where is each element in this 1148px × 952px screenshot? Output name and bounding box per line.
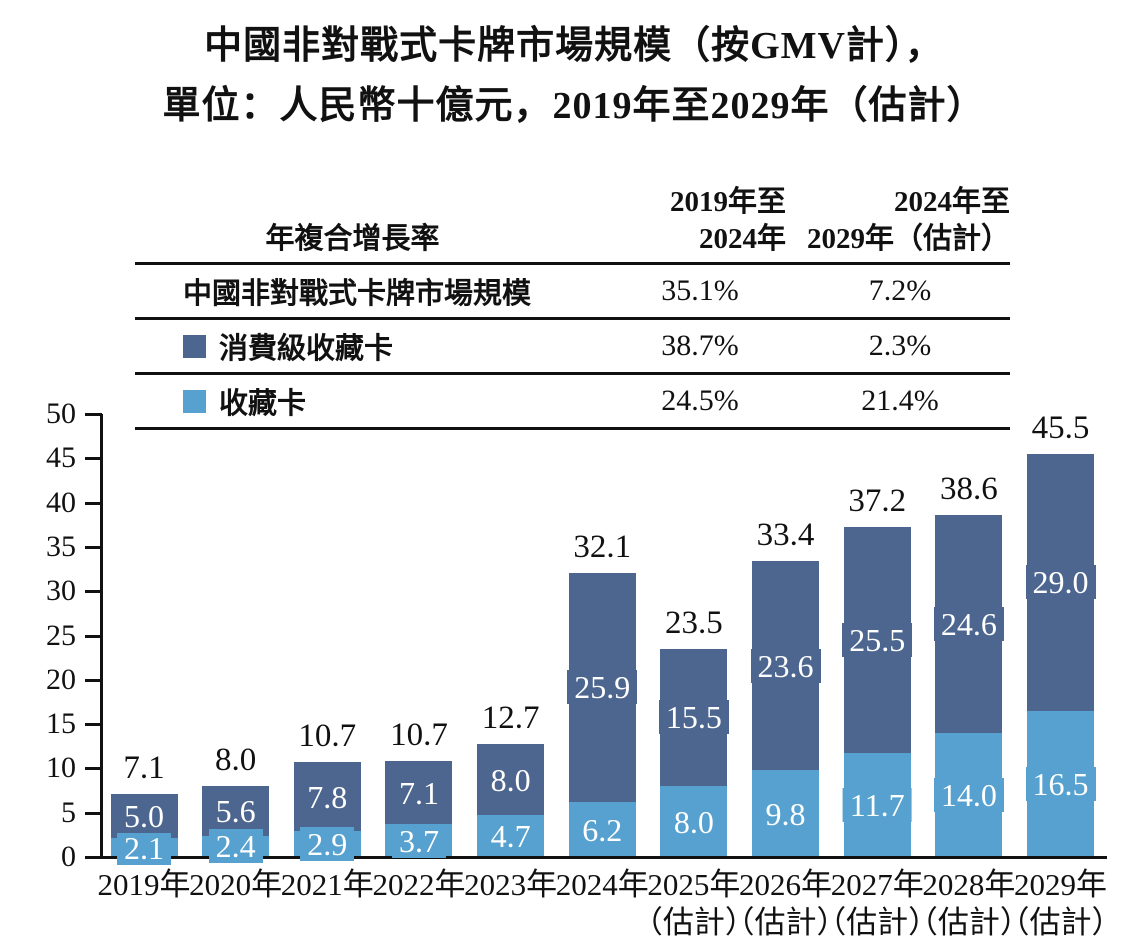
bar-segment-label-consumer: 25.9 <box>567 670 638 705</box>
cagr-table-row: 中國非對戰式卡牌市場規模 35.1% 7.2% <box>135 262 1010 317</box>
chart-title-line-2: 單位：人民幣十億元，2019年至2029年（估計） <box>162 85 986 127</box>
y-axis-tick <box>85 811 102 815</box>
cagr-value-2019-2024: 35.1% <box>661 274 739 307</box>
x-axis-line <box>85 856 1107 859</box>
bar-total-label: 10.7 <box>298 718 357 755</box>
x-axis-category-label: 2025年 （估計） <box>631 867 756 940</box>
y-axis-tick-label: 30 <box>46 574 76 608</box>
bar-segment-label-consumer: 29.0 <box>1025 565 1096 600</box>
bar-segment-label-collectible: 8.0 <box>666 804 721 839</box>
x-axis-category-label: 2029年 （估計） <box>998 867 1123 940</box>
bar-segment-label-consumer: 15.5 <box>658 700 729 735</box>
y-axis-tick-label: 35 <box>46 529 76 563</box>
cagr-value-2024-2029: 7.2% <box>868 274 932 307</box>
x-axis-category-label: 2020年 <box>189 867 283 902</box>
cagr-header-label: 年複合增長率 <box>265 223 440 255</box>
y-axis-tick-label: 5 <box>61 795 76 829</box>
bar-segment-label-consumer: 7.8 <box>300 779 355 814</box>
bar-total-label: 38.6 <box>939 471 998 507</box>
x-axis-category-label: 2024年 <box>555 867 649 902</box>
y-axis-tick <box>85 545 102 549</box>
y-axis-tick-label: 45 <box>46 441 76 475</box>
bar-total-label: 45.5 <box>1031 409 1090 446</box>
bar-segment-label-collectible: 4.7 <box>483 819 538 854</box>
y-axis-tick <box>85 634 102 638</box>
bar-segment-label-consumer: 5.6 <box>208 793 263 828</box>
bar-total-label: 7.1 <box>123 750 165 787</box>
bar-segment-label-consumer: 24.6 <box>933 606 1004 641</box>
y-axis-tick <box>85 678 102 682</box>
x-axis-category-label: 2027年 （估計） <box>815 867 940 940</box>
cagr-value-2024-2029: 21.4% <box>861 384 939 417</box>
y-axis-tick <box>85 501 102 505</box>
cagr-row-label-text: 收藏卡 <box>219 388 307 420</box>
cagr-table-row: 消費級收藏卡 38.7% 2.3% <box>135 317 1010 372</box>
legend-swatch-collectible-cards <box>183 389 206 413</box>
bar-segment-label-collectible: 14.0 <box>933 777 1004 812</box>
x-axis-category-label: 2019年 <box>97 867 191 902</box>
bar-segment-label-consumer: 23.6 <box>750 648 821 683</box>
y-axis-tick <box>85 457 102 461</box>
bar-segment-label-collectible: 11.7 <box>842 788 912 823</box>
y-axis-tick-label: 10 <box>46 751 76 785</box>
x-axis-category-label: 2023年 <box>464 867 558 902</box>
bar-total-label: 12.7 <box>481 700 540 737</box>
y-axis-tick-label: 0 <box>61 840 76 873</box>
bar-segment-label-collectible: 2.1 <box>117 830 171 865</box>
y-axis-tick-label: 50 <box>46 397 76 430</box>
bar-segment-label-collectible: 16.5 <box>1025 766 1096 801</box>
y-axis-tick-label: 25 <box>46 618 76 652</box>
bar-total-label: 10.7 <box>390 717 448 754</box>
cagr-value-2019-2024: 38.7% <box>661 329 739 362</box>
y-axis-tick-label: 40 <box>46 485 76 519</box>
y-axis-tick <box>85 767 102 771</box>
cagr-table-header: 年複合增長率 2019年至 2024年 2024年至 2029年（估計） <box>135 184 1010 262</box>
bar-segment-label-consumer: 8.0 <box>483 762 538 797</box>
legend-swatch-consumer-cards <box>183 334 206 358</box>
x-axis-category-label: 2021年 <box>280 867 374 902</box>
bar-segment-label-collectible: 2.4 <box>208 829 263 864</box>
cagr-table-row: 收藏卡 24.5% 21.4% <box>135 372 1010 427</box>
cagr-row-label: 收藏卡 <box>135 380 610 422</box>
bar-segment-label-collectible: 3.7 <box>391 823 446 858</box>
x-axis-category-label: 2028年 （估計） <box>906 867 1031 940</box>
y-axis-tick <box>85 723 102 727</box>
cagr-row-label: 消費級收藏卡 <box>135 325 610 367</box>
bar-segment-label-collectible: 2.9 <box>300 827 355 862</box>
cagr-row-label-text: 消費級收藏卡 <box>219 333 394 365</box>
bar-total-label: 8.0 <box>215 742 257 779</box>
bar-segment-label-consumer: 25.5 <box>842 623 913 658</box>
y-axis-tick-label: 15 <box>46 707 76 741</box>
chart-title-line-1: 中國非對戰式卡牌市場規模（按GMV計）， <box>204 25 944 67</box>
bar-total-label: 33.4 <box>756 517 815 554</box>
cagr-value-2024-2029: 2.3% <box>868 329 932 362</box>
cagr-row-label-text: 中國非對戰式卡牌市場規模 <box>183 278 532 310</box>
bar-total-label: 32.1 <box>573 528 632 565</box>
y-axis-tick <box>85 590 102 594</box>
bar-total-label: 37.2 <box>848 483 907 520</box>
x-axis-category-label: 2022年 <box>372 867 466 902</box>
cagr-header-2024-2029: 2024年至 2029年（估計） <box>806 186 1010 255</box>
bar-total-label: 23.5 <box>665 604 723 641</box>
cagr-table: 年複合增長率 2019年至 2024年 2024年至 2029年（估計） 中國非… <box>135 184 1010 430</box>
bar-segment-label-collectible: 6.2 <box>575 812 630 847</box>
bar-segment-label-consumer: 5.0 <box>117 799 171 834</box>
x-axis-category-label: 2026年 （估計） <box>723 867 848 940</box>
cagr-header-2019-2024: 2019年至 2024年 <box>669 186 786 255</box>
cagr-row-label: 中國非對戰式卡牌市場規模 <box>135 270 610 312</box>
y-axis-tick <box>85 413 102 416</box>
bar-segment-label-collectible: 9.8 <box>758 796 813 831</box>
cagr-value-2019-2024: 24.5% <box>661 384 739 417</box>
y-axis-tick-label: 20 <box>46 662 76 696</box>
bar-segment-label-consumer: 7.1 <box>391 775 446 810</box>
